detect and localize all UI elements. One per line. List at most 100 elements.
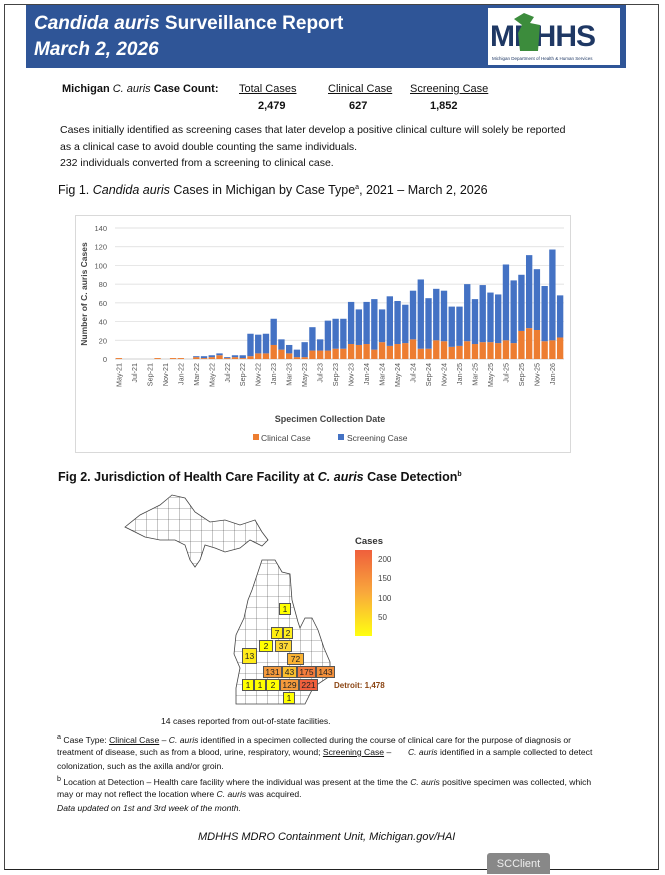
clinical-bar-Sep-25 [518,330,525,359]
logo-subtitle: Michigan Department of Health & Human Se… [492,56,593,61]
legend-title: Cases [355,536,383,547]
county-cases-label: 143 [316,666,335,678]
clinical-bar-May-22 [208,357,215,359]
clinical-bar-Jul-24 [409,339,417,359]
clinical-bar-Nov-25 [533,329,541,359]
screening-bar-Jul-24 [409,290,417,340]
fig2-italic: C. auris [317,470,364,484]
county-cases-label: 13 [242,648,257,664]
upper-peninsula [124,494,269,568]
x-tick-label: Mar-23 [285,363,294,386]
screening-bar-Dec-23 [355,309,363,345]
clinical-bar-Sep-23 [332,348,339,359]
clinical-bar-Mar-23 [286,353,293,359]
clinical-bar-Dec-21 [169,358,177,359]
x-tick-label: Sep-23 [331,363,340,386]
x-tick-label: Jan-26 [548,363,557,385]
mdhhs-logo: MDHHS Michigan Department of Health & Hu… [488,8,620,65]
fig1-tail: , 2021 – March 2, 2026 [359,183,488,197]
clinical-bar-Jul-22 [224,358,231,359]
y-tick-label: 100 [94,261,107,270]
clinical-bar-Sep-22 [239,358,246,359]
screening-bar-Jun-24 [402,304,409,344]
screening-bar-Oct-24 [433,288,440,341]
fig1-title: Fig 1. Candida auris Cases in Michigan b… [58,183,488,197]
note-line-3: 232 individuals converted from a screeni… [60,157,334,169]
report-title: Candida auris Surveillance Report [34,13,343,35]
x-tick-label: Jul-25 [501,363,510,383]
michigan-county-map: Detroit: 1,478 Cases 200 150 100 50 [124,494,392,705]
screening-bar-Dec-25 [541,286,548,342]
data-updated-note: Data updated on 1st and 3rd week of the … [57,803,241,813]
clinical-bar-Mar-25 [471,344,479,359]
clinical-bar-Jan-25 [456,345,463,359]
screening-bar-Mar-23 [286,344,293,354]
clinical-bar-Jun-25 [495,343,502,359]
x-tick-label: Jan-22 [176,363,185,385]
screening-bar-May-24 [394,300,401,345]
screening-bar-Aug-24 [417,279,424,349]
screening-bar-Oct-25 [525,255,533,329]
note-line-1: Cases initially identified as screening … [60,124,566,136]
screening-bar-Feb-23 [278,339,285,350]
fn-text: Clinical Case [109,734,160,745]
clinical-bar-Oct-22 [247,356,254,359]
clinical-bar-Dec-23 [355,344,363,359]
x-tick-label: Jan-25 [455,363,464,385]
fn-text: Case Type: [60,734,110,745]
x-tick-label: Mar-22 [192,363,201,386]
screening-bar-Sep-23 [332,318,339,349]
county-cases-label: 1 [242,679,254,691]
screening-bar-Nov-25 [533,269,541,330]
clinical-bar-May-24 [394,344,401,359]
screening-bar-Mar-25 [471,299,479,345]
screening-bar-May-23 [301,342,308,358]
county-cases-label: 7 [271,627,283,639]
screening-bar-Aug-25 [510,280,517,344]
screening-bar-Dec-22 [262,333,270,354]
clinical-bar-Nov-24 [440,341,448,359]
legend-screening: Screening Case [347,433,408,443]
total-cases-value: 2,479 [258,100,286,112]
x-tick-label: May-23 [300,363,309,387]
fig2-title: Fig 2. Jurisdiction of Health Care Facil… [58,470,462,484]
screening-bar-Jul-23 [316,339,324,351]
fn-text: positive specimen was collected, which [439,776,592,787]
x-tick-label: Nov-23 [347,363,356,386]
screening-bar-Jun-22 [216,353,223,356]
clinical-bar-Feb-25 [464,341,471,359]
x-tick-label: Mar-24 [378,363,387,386]
clinical-bar-May-21 [115,358,123,359]
screening-bar-Dec-24 [448,306,455,347]
fn-text: C. auris [410,776,440,787]
county-cases-label: 37 [275,640,292,652]
screening-case-label: Screening Case [410,83,489,95]
screening-bar-Jan-23 [270,318,277,345]
x-tick-label: Sep-25 [517,363,526,386]
x-tick-label: Nov-24 [440,363,449,386]
y-tick-label: 40 [99,318,107,327]
county-cases-label: 72 [287,653,304,665]
fn-text: identified in a sample collected to dete… [437,747,593,757]
stacked-bar-chart: 0 20 40 60 80 100 120 140 May-21 Jul-21 Sep-21 Nov-… [79,224,564,443]
fn-text: C. auris [407,747,438,757]
fn-mark: a [57,733,61,741]
clinical-bar-Mar-22 [193,357,200,359]
legend-tick: 50 [378,613,387,622]
fn-text: C. auris [168,734,199,745]
x-tick-label: May-22 [207,363,216,387]
label-pre: Michigan [62,83,113,95]
y-tick-label: 80 [99,280,107,289]
chart-container [75,215,571,453]
footnote-a-line3: colonization, such as the axilla and/or … [57,761,224,771]
fig2-sup: b [457,470,462,478]
clinical-bar-Nov-23 [347,344,355,359]
scclient-taskbar-button[interactable]: SCClient [487,853,550,874]
y-tick-label: 120 [94,243,107,252]
clinical-bar-Aug-23 [324,350,332,359]
x-tick-label: Nov-25 [532,363,541,386]
clinical-bar-Jan-23 [270,344,277,359]
case-count-label: Michigan C. auris Case Count: [62,83,218,95]
screening-case-value: 1,852 [430,100,458,112]
footer-credit: MDHHS MDRO Containment Unit, Michigan.go… [198,831,456,843]
